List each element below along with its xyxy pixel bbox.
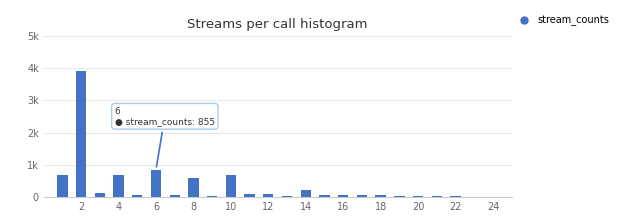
Bar — [132, 195, 142, 197]
Bar — [338, 194, 348, 197]
Bar — [188, 178, 198, 197]
Bar — [282, 196, 292, 197]
Bar — [376, 195, 386, 197]
Bar — [170, 195, 180, 197]
Bar — [432, 196, 442, 197]
Bar — [263, 194, 273, 197]
Bar — [114, 174, 124, 197]
Bar — [76, 71, 86, 197]
Title: Streams per call histogram: Streams per call histogram — [187, 17, 368, 30]
Text: 6
● stream_counts: 855: 6 ● stream_counts: 855 — [115, 107, 215, 167]
Bar — [95, 193, 105, 197]
Bar — [451, 196, 461, 197]
Bar — [57, 174, 67, 197]
Bar — [151, 170, 161, 197]
Bar — [357, 195, 367, 197]
Bar — [207, 196, 217, 197]
Bar — [245, 194, 255, 197]
Bar — [394, 196, 404, 197]
Bar — [226, 174, 236, 197]
Legend: stream_counts: stream_counts — [510, 12, 613, 30]
Bar — [319, 194, 329, 197]
Bar — [413, 196, 423, 197]
Bar — [301, 190, 311, 197]
